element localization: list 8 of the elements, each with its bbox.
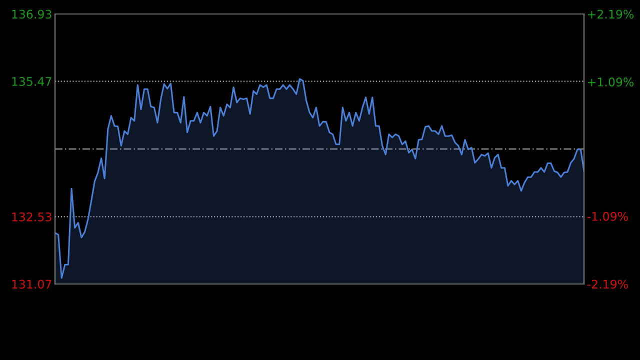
y-tick-label: 135.47	[12, 76, 52, 86]
y-tick-label: 132.53	[12, 212, 52, 222]
y-tick-label: 131.07	[12, 280, 52, 289]
y-tick-label: 136.93	[12, 10, 52, 19]
y2-tick-label: +1.09%	[588, 78, 634, 86]
y2-tick-label: -2.19%	[587, 280, 628, 289]
y2-tick-label: -1.09%	[587, 212, 628, 221]
y2-tick-label: +2.19%	[588, 10, 634, 19]
